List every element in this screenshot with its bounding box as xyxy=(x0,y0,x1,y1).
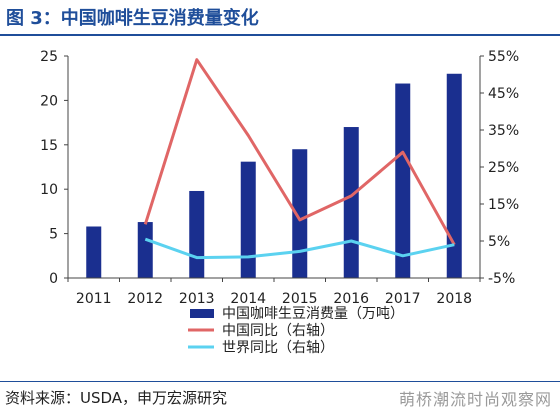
right-tick-label: 35% xyxy=(488,123,519,139)
x-tick-label: 2017 xyxy=(385,291,421,307)
source-note: 资料来源：USDA，申万宏源研究 xyxy=(5,389,228,407)
x-tick-label: 2014 xyxy=(230,291,266,307)
chart-title: 图 3：中国咖啡生豆消费量变化 xyxy=(6,8,259,29)
legend-swatch-bar xyxy=(190,309,214,318)
x-tick-label: 2015 xyxy=(282,291,318,307)
right-tick-label: 15% xyxy=(488,197,519,213)
bar-2018 xyxy=(446,73,462,278)
x-tick-label: 2011 xyxy=(76,291,112,307)
china-yoy-line xyxy=(143,58,456,246)
right-tick-label: 45% xyxy=(488,86,519,102)
line-series xyxy=(143,58,456,260)
watermark: 萌桥潮流时尚观察网 xyxy=(398,390,552,409)
bar-2013 xyxy=(189,190,205,278)
bar-2017 xyxy=(395,83,411,278)
right-tick-label: -5% xyxy=(488,271,515,287)
x-tick-label: 2016 xyxy=(333,291,369,307)
bar-2015 xyxy=(292,149,308,278)
title-rule xyxy=(0,34,560,36)
right-tick-label: 5% xyxy=(488,234,510,250)
legend: 中国咖啡生豆消费量（万吨）中国同比（右轴）世界同比（右轴） xyxy=(188,306,404,356)
world-yoy-line xyxy=(144,237,455,260)
bar-series xyxy=(86,73,462,278)
bar-2016 xyxy=(343,127,359,278)
right-tick-label: 25% xyxy=(488,160,519,176)
left-tick-label: 10 xyxy=(40,182,58,198)
bar-2011 xyxy=(86,226,102,278)
legend-label: 中国咖啡生豆消费量（万吨） xyxy=(222,306,404,322)
left-tick-label: 15 xyxy=(40,138,58,154)
right-tick-label: 55% xyxy=(488,49,519,65)
bar-2012 xyxy=(137,222,153,278)
bar-2014 xyxy=(240,161,256,278)
axes: 0 5 10 15 20 25 -5% 5% 15% 25% 35% 45% 55% 2011 2012 20… xyxy=(40,49,519,307)
footer-rule xyxy=(0,381,560,382)
left-tick-label: 5 xyxy=(49,227,58,243)
x-tick-label: 2018 xyxy=(436,291,472,307)
left-tick-label: 0 xyxy=(49,271,58,287)
x-tick-label: 2013 xyxy=(179,291,215,307)
chart: 0 5 10 15 20 25 -5% 5% 15% 25% 35% 45% 55% 2011 2012 20… xyxy=(40,49,519,356)
legend-label: 世界同比（右轴） xyxy=(222,340,334,356)
left-tick-label: 25 xyxy=(40,49,58,65)
legend-label: 中国同比（右轴） xyxy=(222,323,334,339)
left-tick-label: 20 xyxy=(40,93,58,109)
x-tick-label: 2012 xyxy=(127,291,163,307)
